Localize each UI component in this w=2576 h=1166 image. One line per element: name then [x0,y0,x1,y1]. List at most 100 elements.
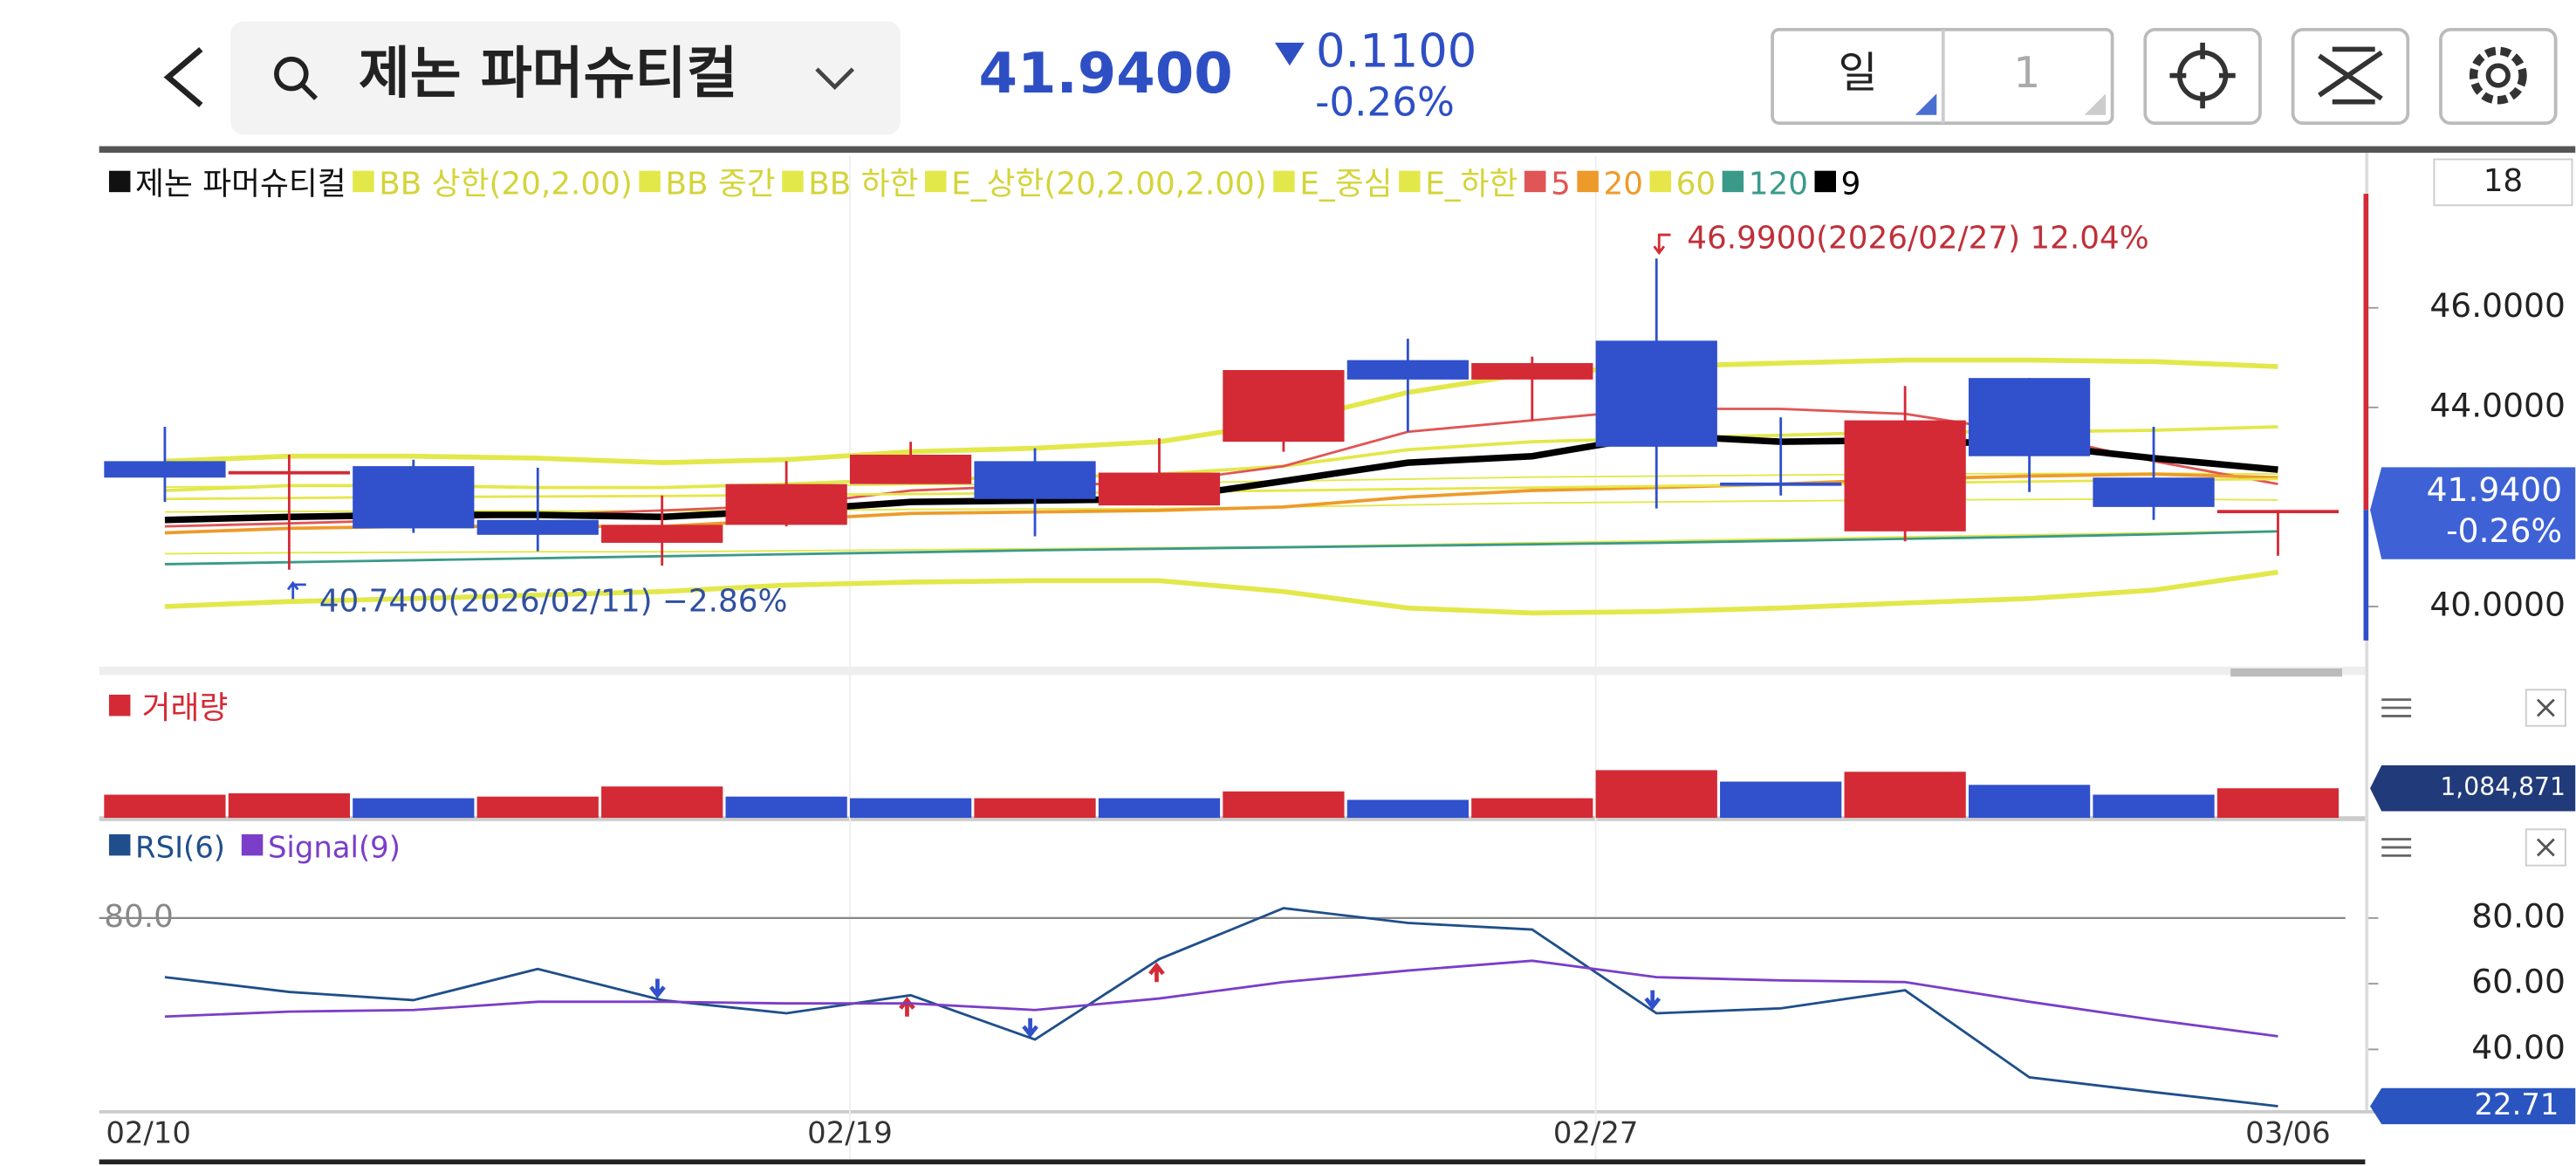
candle-body [104,461,226,478]
x-tick-label: 02/19 [807,1116,893,1150]
down-triangle [1274,42,1305,66]
legend-swatch [1722,170,1744,193]
candle-body [2093,477,2215,507]
candle-body [1098,472,1221,506]
volume-bar [476,796,599,819]
legend-label: 5 [1551,167,1571,202]
panel-menu-icon[interactable] [2381,698,2412,857]
panel-separator [99,666,2366,676]
legend-label: BB 중간 [665,167,775,202]
legend-label: Signal(9) [268,830,401,864]
current-price: 41.9400 [978,42,1232,106]
drawing-icon [2318,46,2383,105]
candle-body [601,525,723,543]
period-count[interactable]: 1 [2013,48,2040,98]
x-tick-label: 02/27 [1553,1116,1639,1150]
candle-body [1346,360,1469,380]
search-icon [274,56,309,92]
legend-swatch [639,170,661,193]
back-button[interactable] [163,46,203,107]
y-tick-label: 60.00 [2471,963,2566,1001]
stock-name: 제논 파머슈티컬 [359,42,737,106]
crosshair-button[interactable] [2143,27,2262,126]
dropdown-icon[interactable] [815,67,855,91]
candle-body [353,466,475,529]
search-box[interactable] [230,21,901,135]
indicator-line [164,569,2278,616]
candle-body [1720,482,1842,486]
rsi-tag [2370,1087,2576,1125]
sell-signal [1644,990,1661,1011]
current-price-label: 41.9400 [2427,470,2563,509]
legend-label: RSI(6) [135,830,225,864]
candle-body [974,461,1096,499]
y-tick-label: 80.00 [2471,896,2566,935]
panel-separator [99,816,2366,821]
indicator-line [164,357,2278,465]
min-annotation: 40.7400(2026/02/11) −2.86% [319,584,788,620]
volume-bar [2093,794,2215,819]
x-tick-label: 03/06 [2245,1116,2331,1150]
scroll-indicator [2230,668,2343,677]
legend-swatch [1577,170,1599,193]
price-change: 0.1100 [1316,25,1476,79]
close-icon [2536,838,2555,857]
min-marker [286,580,306,601]
settings-icon [2469,46,2527,105]
price-line-down [2363,510,2369,641]
volume-bar [1223,791,1345,819]
legend-label: E_상한(20,2.00,2.00) [951,167,1267,202]
legend-swatch [782,170,804,193]
y-tick-label: 44.0000 [2429,386,2566,424]
candle-body [1968,378,2091,456]
panel-separator [99,1110,2576,1114]
close-icon [2536,698,2555,717]
candle-body [725,484,847,525]
volume-tag [2370,765,2576,812]
volume-bar [1844,772,1966,819]
rsi-tag-label: 22.71 [2474,1087,2559,1121]
legend-swatch [1273,170,1295,193]
candle-body [1844,420,1966,532]
buy-signal [1148,962,1165,983]
legend-swatch [925,170,947,193]
crosshair-icon-lines [2169,42,2236,109]
legend-swatch [108,833,131,856]
price-change-pct: -0.26% [1315,79,1455,125]
legend-label: 60 [1676,167,1716,202]
period-unit[interactable]: 일 [1838,48,1877,98]
legend-swatch [1399,170,1421,193]
buy-signal [899,997,915,1017]
rsi-line [164,907,2278,1108]
count-box [2433,158,2573,207]
legend-swatch [353,170,374,193]
volume-bar [353,798,475,819]
legend-label: BB 상한(20,2.00) [379,167,633,202]
volume-bar [849,798,972,819]
sell-signal [1022,1018,1038,1039]
current-change-label: -0.26% [2446,511,2562,550]
y-tick-label: 46.0000 [2429,286,2566,325]
volume-tag-label: 1,084,871 [2440,772,2566,801]
legend-swatch [241,833,264,856]
legend-swatch [1649,170,1671,193]
legend-label: E_하한 [1425,167,1518,202]
rsi-line [164,959,2278,1038]
settings-button[interactable] [2439,27,2558,126]
price-line-up [2363,194,2369,511]
volume-bar [1720,781,1842,819]
x-tick-label: 02/10 [106,1116,191,1150]
volume-bar [601,786,723,819]
volume-bar [974,798,1096,819]
volume-bar [1471,798,1593,819]
candle-body [1223,370,1345,442]
candle-body [1595,340,1717,447]
max-marker [1653,233,1671,256]
legend-swatch [108,170,131,193]
reference-label: 80.0 [104,899,174,935]
legend-swatch [108,694,131,717]
legend-label: 제논 파머슈티컬 [135,167,346,202]
sell-signal [649,978,666,999]
settings-icon-core [2485,63,2511,88]
